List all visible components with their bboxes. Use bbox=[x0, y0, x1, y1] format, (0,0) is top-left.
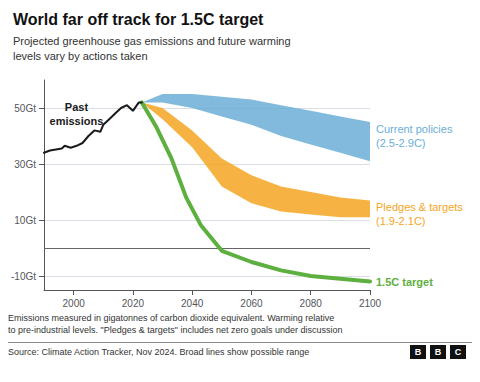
svg-text:Past: Past bbox=[65, 101, 89, 113]
svg-text:(2.5-2.9C): (2.5-2.9C) bbox=[376, 137, 426, 149]
svg-text:-10Gt: -10Gt bbox=[11, 271, 36, 282]
svg-text:(1.9-2.1C): (1.9-2.1C) bbox=[376, 215, 426, 227]
svg-text:Current policies: Current policies bbox=[376, 123, 453, 135]
svg-text:2040: 2040 bbox=[181, 298, 204, 309]
svg-text:2080: 2080 bbox=[300, 298, 323, 309]
svg-text:50Gt: 50Gt bbox=[14, 103, 36, 114]
svg-text:1.5C target: 1.5C target bbox=[376, 276, 433, 288]
svg-text:B: B bbox=[435, 347, 442, 357]
svg-text:World far off track for 1.5C t: World far off track for 1.5C target bbox=[13, 11, 264, 28]
svg-text:Emissions measured in gigatonn: Emissions measured in gigatonnes of carb… bbox=[8, 313, 334, 323]
svg-text:2060: 2060 bbox=[240, 298, 263, 309]
svg-text:2000: 2000 bbox=[63, 298, 86, 309]
svg-text:Source: Climate Action Tracker: Source: Climate Action Tracker, Nov 2024… bbox=[8, 347, 309, 357]
svg-text:Projected greenhouse gas emiss: Projected greenhouse gas emissions and f… bbox=[13, 35, 291, 47]
svg-text:2020: 2020 bbox=[122, 298, 145, 309]
svg-text:levels vary by actions taken: levels vary by actions taken bbox=[13, 50, 148, 62]
svg-text:2100: 2100 bbox=[359, 298, 382, 309]
svg-text:30Gt: 30Gt bbox=[14, 159, 36, 170]
svg-text:C: C bbox=[455, 347, 462, 357]
svg-text:B: B bbox=[415, 347, 422, 357]
svg-text:to pre-industrial levels. "Ple: to pre-industrial levels. "Pledges & tar… bbox=[8, 325, 343, 335]
svg-text:emissions: emissions bbox=[50, 115, 104, 127]
svg-text:10Gt: 10Gt bbox=[14, 215, 36, 226]
svg-text:Pledges & targets: Pledges & targets bbox=[376, 201, 463, 213]
